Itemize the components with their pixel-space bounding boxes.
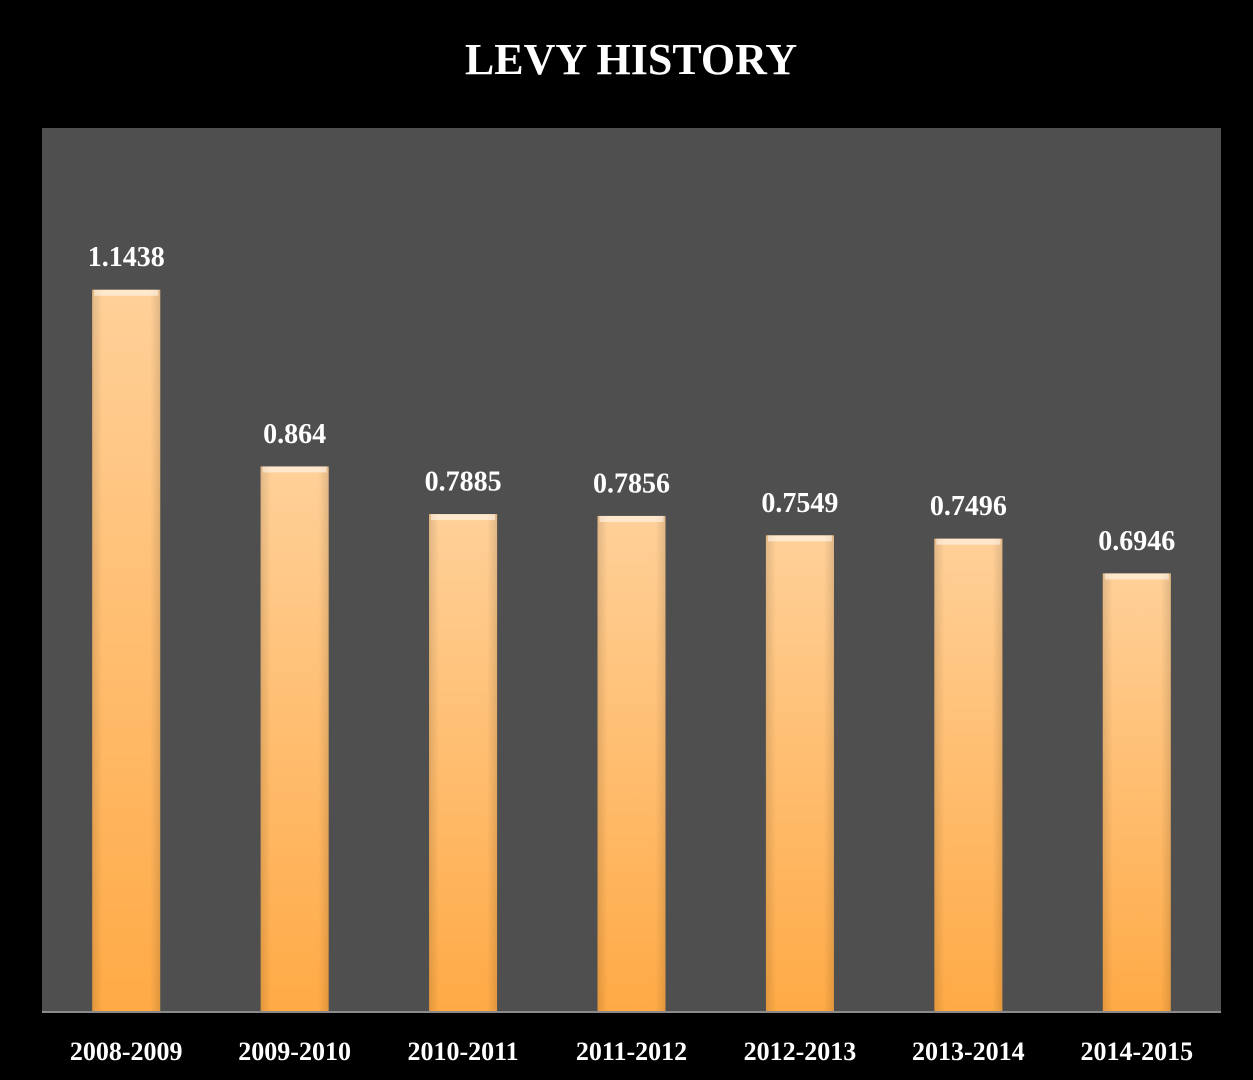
chart-title: LEVY HISTORY: [465, 35, 797, 84]
value-label: 0.7885: [425, 467, 502, 498]
value-label: 0.7549: [761, 488, 838, 519]
x-tick-label: 2011-2012: [576, 1037, 687, 1066]
x-tick-label: 2010-2011: [407, 1037, 518, 1066]
bar: [92, 289, 161, 1013]
x-tick-label: 2009-2010: [238, 1037, 351, 1066]
x-tick-label: 2012-2013: [744, 1037, 857, 1066]
value-label: 1.1438: [88, 242, 165, 273]
value-label: 0.7856: [593, 468, 670, 499]
value-label: 0.6946: [1098, 526, 1175, 557]
bar: [597, 515, 666, 1012]
bar: [765, 535, 834, 1012]
x-tick-label: 2008-2009: [70, 1037, 183, 1066]
bar: [934, 538, 1003, 1012]
value-label: 0.7496: [930, 491, 1007, 522]
bar: [260, 466, 329, 1013]
x-tick-label: 2014-2015: [1080, 1037, 1193, 1066]
bar: [429, 514, 498, 1012]
bar: [1102, 573, 1171, 1012]
value-label: 0.864: [263, 419, 326, 450]
x-tick-label: 2013-2014: [912, 1037, 1025, 1066]
